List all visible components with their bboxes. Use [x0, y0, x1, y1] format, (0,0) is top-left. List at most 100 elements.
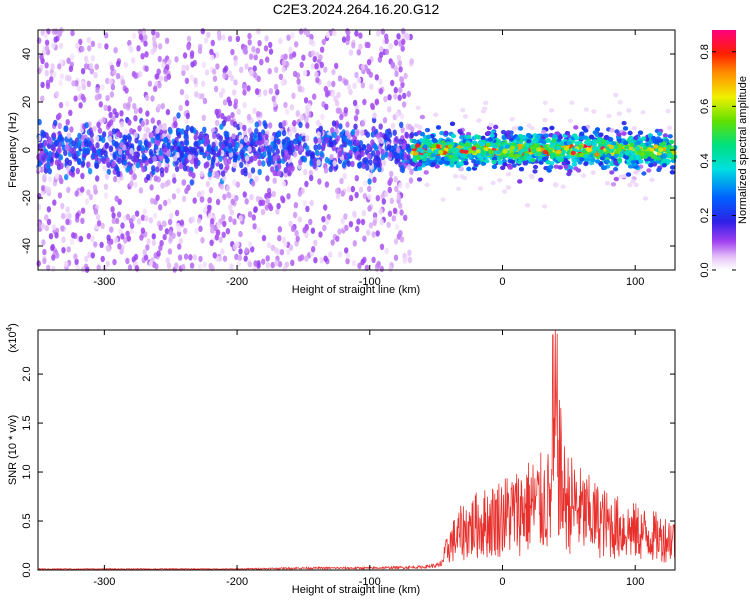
spectrogram-cell — [356, 218, 361, 225]
spectrogram-cell — [210, 227, 215, 234]
spectrogram-cell — [414, 143, 421, 148]
spectrogram-cell — [136, 145, 141, 152]
spectrogram-cell — [233, 79, 238, 86]
spectrogram-cell — [269, 135, 275, 142]
spectrogram-cell — [563, 164, 569, 169]
spectrogram-cell — [440, 140, 446, 145]
spectrogram-cell — [247, 146, 252, 153]
spectrogram-cell — [162, 233, 167, 241]
spectrogram-cell — [314, 63, 319, 70]
spectrogram-cell — [81, 266, 86, 273]
spectrogram-cell — [244, 198, 249, 205]
spectrogram-cell — [256, 111, 261, 118]
spectrogram-cell — [239, 149, 244, 156]
spectrogram-cell — [247, 39, 252, 46]
y-tick-label: 1.0 — [21, 464, 33, 479]
spectrogram-cell — [60, 202, 65, 210]
spectrogram-cell — [200, 237, 205, 244]
spectrogram-cell — [395, 111, 400, 118]
spectrogram-cell — [261, 160, 266, 167]
spectrogram-cell — [345, 130, 350, 137]
colorbar-tick-label: 0.8 — [699, 44, 711, 59]
spectrogram-cell — [599, 149, 605, 155]
spectrogram-cell — [100, 84, 105, 91]
spectrogram-cell — [227, 35, 233, 42]
spectrogram-cell — [375, 195, 380, 202]
spectrogram-cell — [573, 135, 580, 141]
spectrogram-cell — [250, 180, 256, 187]
spectrogram-cell — [452, 157, 458, 162]
spectrogram-cell — [500, 165, 506, 170]
spectrogram-cell — [409, 58, 414, 65]
spectrogram-cell — [583, 135, 589, 140]
spectrogram-cell — [207, 197, 212, 204]
spectrogram-cell — [378, 208, 383, 215]
spectrogram-cell — [475, 149, 481, 154]
spectrogram-cell — [76, 85, 82, 92]
spectrogram-cell — [670, 165, 676, 170]
spectrogram-cell — [590, 158, 596, 163]
spectrogram-cell — [236, 108, 241, 115]
spectrogram-cell — [372, 158, 378, 165]
spectrogram-cell — [70, 53, 75, 60]
spectrogram-cell — [485, 142, 491, 148]
spectrogram-cell — [484, 158, 490, 164]
spectrogram-cell — [197, 47, 203, 54]
spectrogram-cell — [622, 126, 629, 131]
spectrogram-cell — [591, 142, 597, 147]
spectrogram-cell — [355, 139, 360, 146]
spectrogram-cell — [603, 135, 609, 140]
spectrogram-cell — [408, 177, 414, 184]
spectrogram-cell — [265, 56, 270, 63]
y-tick-label: 0 — [21, 147, 33, 153]
spectrogram-cell — [308, 169, 314, 177]
spectrogram-cell — [640, 142, 646, 148]
spectrogram-cell — [583, 107, 589, 112]
spectrogram-cell — [223, 157, 228, 164]
spectrogram-cell — [574, 141, 580, 146]
spectrogram-cell — [127, 135, 132, 142]
spectrogram-cell — [121, 153, 127, 161]
spectrogram-cell — [360, 63, 366, 71]
spectrogram-cell — [244, 155, 250, 162]
spectrogram-cell — [258, 134, 263, 142]
spectrogram-cell — [274, 247, 279, 254]
spectrogram-cell — [232, 162, 237, 169]
spectrogram-cell — [89, 68, 95, 75]
spectrogram-cell — [393, 238, 399, 245]
spectrogram-cell — [177, 254, 183, 261]
spectrogram-cell — [201, 114, 206, 122]
spectrogram-cell — [325, 31, 330, 38]
spectrogram-cell — [243, 255, 248, 262]
spectrogram-cell — [49, 76, 54, 83]
spectrogram-cell — [140, 120, 145, 127]
spectrogram-cell — [497, 160, 503, 165]
spectrogram-cell — [259, 58, 264, 66]
spectrogram-cell — [89, 62, 94, 70]
spectrogram-cell — [388, 177, 393, 184]
spectrogram-cell — [401, 27, 406, 34]
spectrogram-cell — [84, 255, 89, 263]
spectrogram-cell — [145, 244, 150, 251]
spectrogram-cell — [351, 259, 357, 267]
spectrogram-cell — [661, 163, 667, 168]
spectrogram-cell — [283, 53, 288, 60]
spectrogram-cell — [112, 153, 117, 161]
spectrogram-cell — [133, 107, 139, 115]
spectrogram-cell — [108, 145, 114, 152]
spectrogram-cell — [324, 156, 330, 164]
spectrogram-cell — [284, 108, 290, 115]
spectrogram-cell — [352, 240, 357, 247]
spectrogram-cell — [231, 141, 236, 148]
spectrogram-cell — [152, 46, 157, 53]
spectrogram-cell — [305, 205, 310, 213]
spectrogram-cell — [129, 147, 134, 155]
spectrogram-cell — [71, 232, 76, 239]
spectrogram-cell — [352, 82, 357, 90]
spectrogram-cell — [583, 160, 589, 166]
spectrogram-cell — [125, 213, 131, 221]
spectrogram-cell — [330, 90, 336, 98]
spectrogram-cell — [434, 164, 440, 169]
spectrogram-cell — [299, 61, 304, 69]
